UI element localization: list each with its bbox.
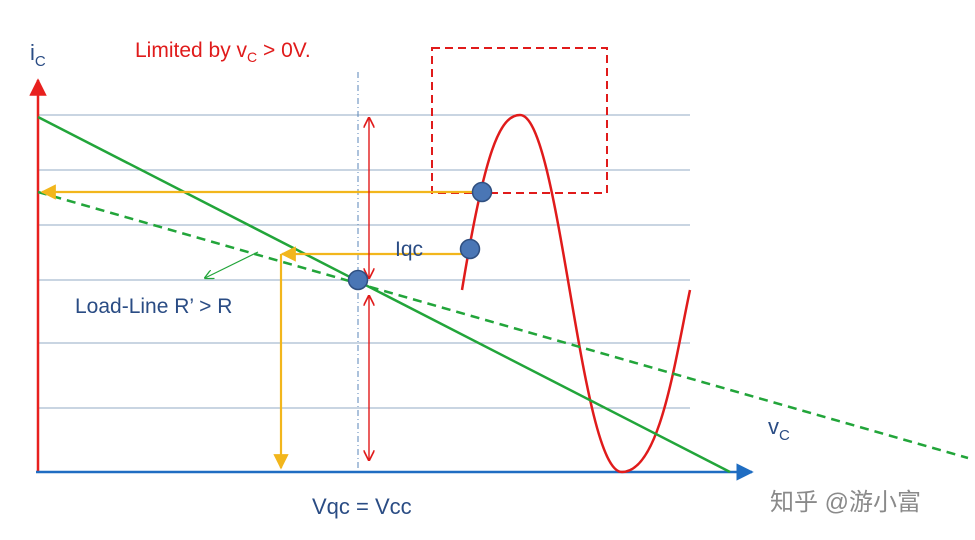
grid-lines — [38, 114, 690, 409]
iqc-label: Iqc — [395, 238, 423, 261]
x-axis-label: vC — [768, 414, 790, 444]
load-line-pointer-arrow — [205, 251, 259, 278]
limit-region-box — [431, 47, 608, 194]
limit-dot — [471, 181, 493, 203]
sine-waveform — [460, 113, 692, 474]
watermark: 知乎 @游小富 — [770, 489, 921, 516]
load-line-dashed — [37, 190, 969, 460]
load-line-label: Load-Line R’ > R — [75, 295, 232, 318]
y-axis-label: iC — [30, 40, 46, 70]
load-line-solid — [37, 115, 731, 474]
q-point-dot — [347, 269, 369, 291]
vqc-label: Vqc = Vcc — [312, 494, 412, 519]
iqc-dot — [459, 238, 481, 260]
limit-label: Limited by vC > 0V. — [135, 39, 311, 65]
